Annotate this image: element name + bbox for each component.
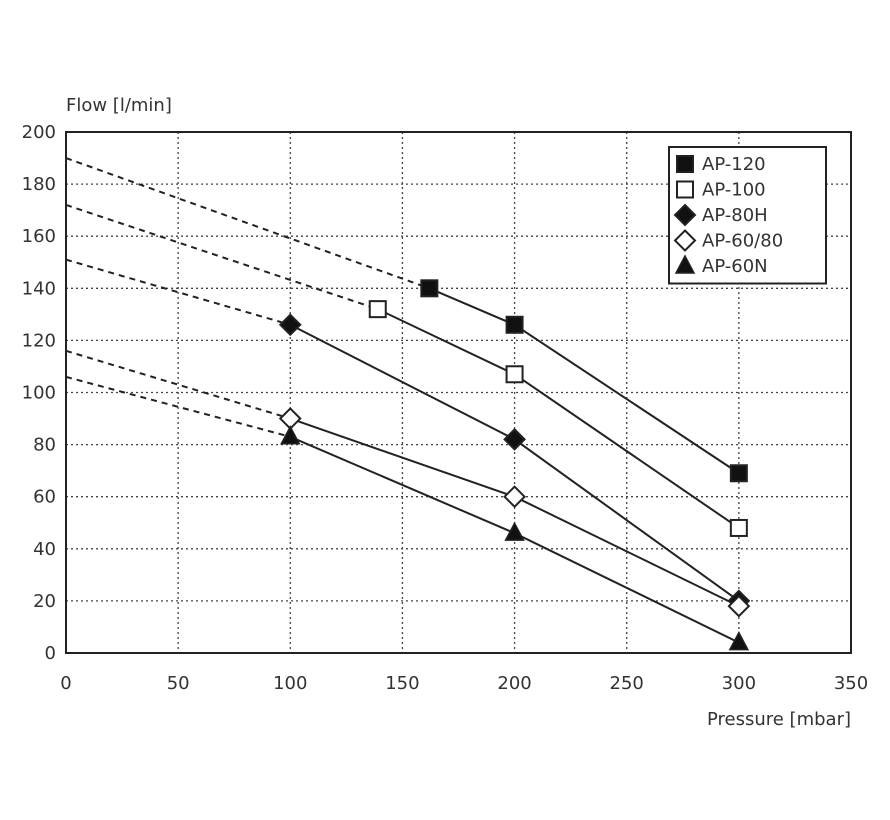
x-tick-label-50: 50 — [167, 673, 190, 694]
y-tick-label-80: 80 — [33, 435, 56, 456]
y-tick-label-60: 60 — [33, 487, 56, 508]
x-tick-label-100: 100 — [273, 673, 307, 694]
series-ap-100-line — [377, 308, 740, 529]
legend-marker-ap-80h — [673, 203, 697, 227]
series-ap-100-point-2 — [729, 518, 748, 537]
series-ap-120-point-2 — [729, 464, 748, 483]
legend-label-ap-60-80: AP-60/80 — [702, 231, 783, 252]
y-axis-title: Flow [l/min] — [66, 95, 172, 116]
series-ap-120-line — [428, 287, 740, 475]
legend-marker-ap-120 — [676, 155, 694, 173]
series-ap-60n-point-2 — [728, 630, 750, 651]
legend-label-ap-100: AP-100 — [702, 180, 766, 201]
series-ap-80h-point-0 — [278, 313, 302, 337]
extrapolation-layer — [65, 157, 430, 438]
series-ap-120-point-0 — [420, 279, 439, 298]
y-tick-label-0: 0 — [45, 643, 56, 664]
series-ap-120-point-1 — [505, 315, 524, 334]
series-ap-60n-extrapolation — [65, 375, 291, 438]
plot-frame — [65, 131, 852, 654]
y-tick-label-20: 20 — [33, 591, 56, 612]
series-ap-60n-point-0 — [280, 425, 301, 445]
series-ap-80h-point-1 — [503, 427, 526, 451]
series-ap-120-extrapolation — [65, 157, 430, 290]
x-axis-title: Pressure [mbar] — [707, 709, 851, 730]
grid-layer — [66, 132, 851, 653]
y-tick-label-160: 160 — [22, 226, 56, 247]
x-tick-label-250: 250 — [610, 673, 644, 694]
y-tick-label-120: 120 — [22, 330, 56, 351]
y-tick-label-200: 200 — [22, 122, 56, 143]
series-ap-100-point-1 — [505, 365, 524, 384]
series-ap-60-80-point-2 — [727, 594, 751, 618]
y-tick-label-180: 180 — [22, 174, 56, 195]
legend-marker-ap-60n — [674, 254, 696, 274]
legend-marker-ap-100 — [676, 180, 694, 199]
y-tick-label-100: 100 — [22, 383, 56, 404]
series-ap-60n-point-1 — [504, 521, 525, 541]
x-tick-label-200: 200 — [497, 673, 531, 694]
legend-label-ap-120: AP-120 — [702, 154, 766, 175]
series-ap-100-point-0 — [368, 300, 387, 319]
series-ap-60-80-point-1 — [503, 485, 526, 509]
x-tick-label-300: 300 — [722, 673, 756, 694]
y-tick-labels: 0 20 40 60 80 100 120 140 160 180 200 — [22, 122, 56, 664]
x-tick-label-150: 150 — [385, 673, 419, 694]
y-tick-label-140: 140 — [22, 278, 56, 299]
legend: AP-120 AP-100 AP-80H AP-60/80 AP-60N — [668, 146, 827, 285]
series-ap-100-extrapolation — [65, 203, 379, 311]
x-tick-labels: 0 50 100 150 200 250 300 350 — [60, 673, 868, 694]
x-tick-label-350: 350 — [834, 673, 868, 694]
y-tick-label-40: 40 — [33, 539, 56, 560]
legend-marker-ap-60-80 — [673, 229, 697, 252]
series-layer — [278, 279, 751, 651]
series-ap-80h-extrapolation — [65, 258, 291, 326]
legend-label-ap-80h: AP-80H — [702, 205, 768, 226]
legend-label-ap-60n: AP-60N — [702, 256, 768, 277]
x-tick-label-0: 0 — [60, 673, 71, 694]
